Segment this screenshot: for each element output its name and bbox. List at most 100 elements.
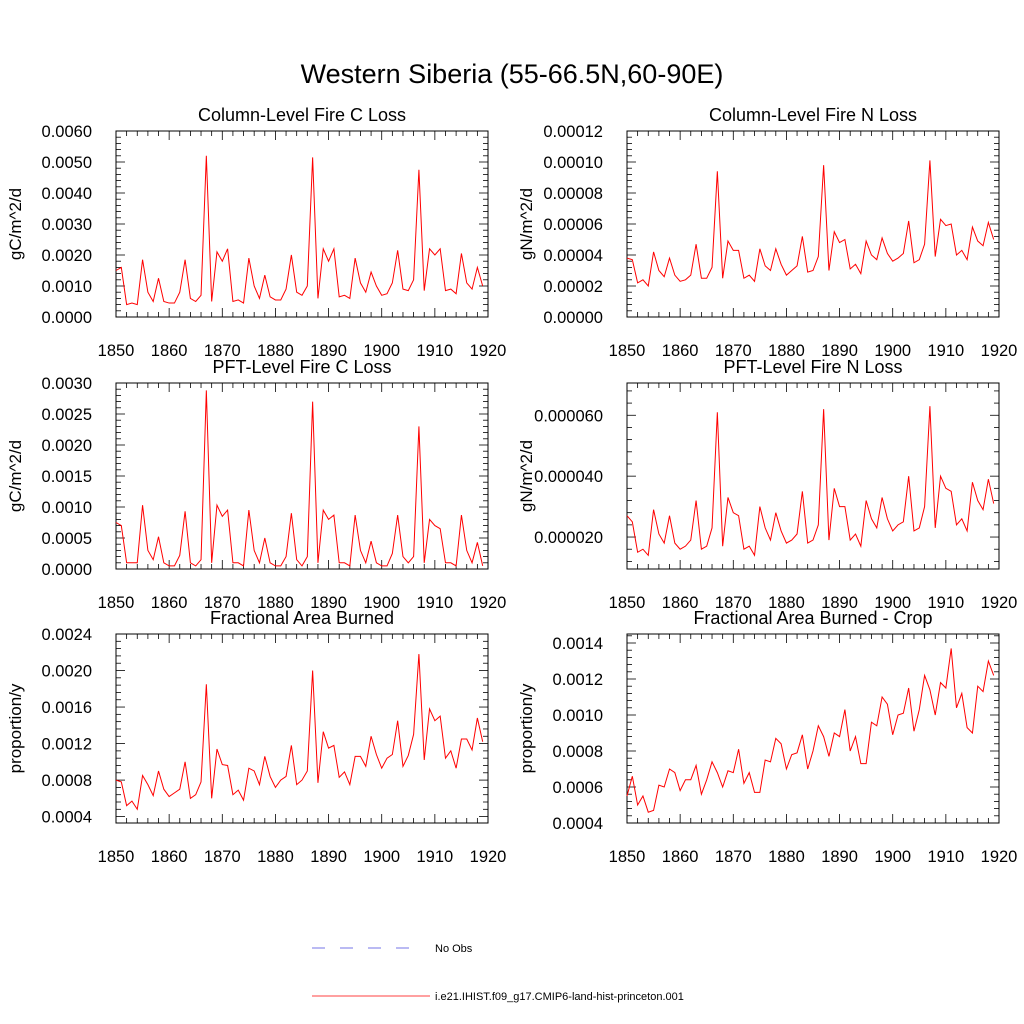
x-tick-label: 1900 — [874, 342, 911, 360]
y-tick-label: 0.0015 — [42, 468, 92, 486]
y-tick-label: 0.000040 — [534, 468, 603, 486]
x-tick-label: 1900 — [363, 848, 400, 866]
y-tick-label: 0.0012 — [553, 671, 603, 689]
x-tick-label: 1880 — [768, 342, 805, 360]
x-tick-label: 1890 — [310, 342, 347, 360]
y-tick-label: 0.0060 — [42, 123, 92, 141]
x-tick-label: 1860 — [151, 848, 188, 866]
x-tick-label: 1860 — [662, 848, 699, 866]
x-tick-label: 1910 — [416, 594, 453, 612]
plot-frame — [115, 130, 489, 318]
panel-title: PFT-Level Fire C Loss — [212, 357, 391, 377]
y-tick-label: 0.0040 — [42, 185, 92, 203]
x-tick-label: 1900 — [363, 594, 400, 612]
panel-title: Fractional Area Burned — [210, 608, 394, 628]
x-tick-label: 1870 — [204, 848, 241, 866]
x-tick-label: 1870 — [204, 342, 241, 360]
chart-panel-2: Column-Level Fire N Loss 1850 1860 1870 1880… — [517, 105, 1017, 360]
y-axis-label: gC/m^2/d — [6, 440, 25, 512]
y-axis-label: proportion/y — [517, 683, 536, 773]
series-line-1 — [115, 654, 484, 811]
y-axis-label: proportion/y — [6, 683, 25, 773]
y-tick-label: 0.0010 — [553, 707, 603, 725]
x-tick-label: 1870 — [715, 342, 752, 360]
y-tick-label: 0.0012 — [42, 736, 92, 754]
y-tick-label: 0.00012 — [543, 123, 603, 141]
x-tick-label: 1920 — [470, 848, 507, 866]
panel-title: PFT-Level Fire N Loss — [723, 357, 902, 377]
series-line-1 — [115, 390, 484, 567]
chart-panel-1: Column-Level Fire C Loss 1850 1860 1870 1880… — [6, 105, 506, 360]
x-tick-label: 1910 — [927, 594, 964, 612]
series-line-1 — [626, 648, 995, 813]
legend-model-label: i.e21.IHIST.f09_g17.CMIP6-land-hist-prin… — [435, 991, 684, 1003]
y-tick-label: 0.0050 — [42, 154, 92, 172]
x-tick-label: 1890 — [821, 848, 858, 866]
y-tick-label: 0.0008 — [553, 743, 603, 761]
panel-title: Fractional Area Burned - Crop — [693, 608, 932, 628]
panel-title: Column-Level Fire C Loss — [198, 105, 406, 125]
y-tick-label: 0.0020 — [42, 437, 92, 455]
x-tick-label: 1870 — [204, 594, 241, 612]
x-tick-label: 1920 — [470, 594, 507, 612]
x-tick-label: 1920 — [981, 594, 1018, 612]
y-tick-label: 0.0016 — [42, 699, 92, 717]
x-tick-label: 1870 — [715, 594, 752, 612]
y-tick-label: 0.0010 — [42, 499, 92, 517]
y-tick-label: 0.0000 — [42, 561, 92, 579]
y-tick-label: 0.0020 — [42, 663, 92, 681]
y-tick-label: 0.000020 — [534, 529, 603, 547]
y-axis-label: gN/m^2/d — [517, 440, 536, 512]
x-tick-label: 1880 — [768, 594, 805, 612]
x-tick-label: 1910 — [927, 342, 964, 360]
plot-frame — [115, 382, 489, 570]
series-line-1 — [626, 160, 995, 288]
x-tick-label: 1870 — [715, 848, 752, 866]
plot-frame — [626, 633, 1000, 824]
plot-frame — [626, 382, 1000, 570]
x-tick-label: 1850 — [609, 342, 646, 360]
y-tick-label: 0.00002 — [543, 278, 603, 296]
y-tick-label: 0.0000 — [42, 309, 92, 327]
x-tick-label: 1910 — [416, 848, 453, 866]
y-tick-label: 0.00010 — [543, 154, 603, 172]
y-tick-label: 0.0024 — [42, 626, 92, 644]
y-tick-label: 0.0025 — [42, 406, 92, 424]
x-tick-label: 1920 — [981, 848, 1018, 866]
x-tick-label: 1850 — [98, 848, 135, 866]
x-tick-label: 1880 — [257, 848, 294, 866]
x-tick-label: 1850 — [609, 848, 646, 866]
y-tick-label: 0.00006 — [543, 216, 603, 234]
x-tick-label: 1880 — [257, 342, 294, 360]
y-tick-label: 0.00008 — [543, 185, 603, 203]
plot-frame — [626, 130, 1000, 318]
x-tick-label: 1920 — [470, 342, 507, 360]
x-tick-label: 1850 — [98, 594, 135, 612]
x-tick-label: 1910 — [416, 342, 453, 360]
y-tick-label: 0.000060 — [534, 407, 603, 425]
x-tick-label: 1860 — [151, 594, 188, 612]
x-tick-label: 1890 — [821, 342, 858, 360]
x-tick-label: 1880 — [257, 594, 294, 612]
y-tick-label: 0.0014 — [553, 635, 603, 653]
chart-panel-3: PFT-Level Fire C Loss 1850 1860 1870 1880 189… — [6, 357, 506, 612]
x-tick-label: 1860 — [151, 342, 188, 360]
x-tick-label: 1850 — [609, 594, 646, 612]
y-axis-label: gC/m^2/d — [6, 188, 25, 260]
x-tick-label: 1900 — [874, 594, 911, 612]
y-tick-label: 0.0030 — [42, 216, 92, 234]
chart-panel-6: Fractional Area Burned - Crop 1850 1860 187… — [517, 608, 1017, 866]
x-tick-label: 1890 — [821, 594, 858, 612]
y-tick-label: 0.00000 — [543, 309, 603, 327]
y-tick-label: 0.0004 — [553, 815, 603, 833]
y-axis-label: gN/m^2/d — [517, 188, 536, 260]
chart-panel-4: PFT-Level Fire N Loss 1850 1860 1870 1880 189… — [517, 357, 1017, 612]
x-tick-label: 1860 — [662, 594, 699, 612]
x-tick-label: 1880 — [768, 848, 805, 866]
x-tick-label: 1850 — [98, 342, 135, 360]
chart-panel-5: Fractional Area Burned 1850 1860 1870 1880 18… — [6, 608, 506, 866]
y-tick-label: 0.0006 — [553, 779, 603, 797]
figure-title: Western Siberia (55-66.5N,60-90E) — [301, 59, 724, 89]
y-tick-label: 0.0030 — [42, 375, 92, 393]
